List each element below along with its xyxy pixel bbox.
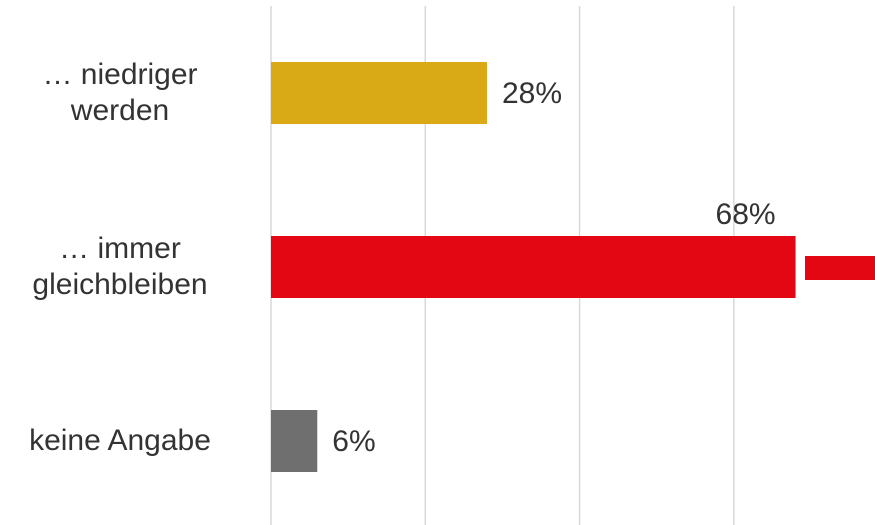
bar (271, 410, 318, 472)
value-label: 68% (716, 198, 776, 231)
bar (271, 62, 487, 124)
category-label: … niedriger werden (42, 58, 198, 127)
bar (271, 236, 796, 298)
value-label: 28% (502, 77, 562, 110)
value-label: 6% (332, 425, 375, 458)
category-label: keine Angabe (29, 424, 211, 457)
category-label: … immer gleichbleiben (32, 232, 208, 301)
legend-swatch (805, 256, 875, 280)
